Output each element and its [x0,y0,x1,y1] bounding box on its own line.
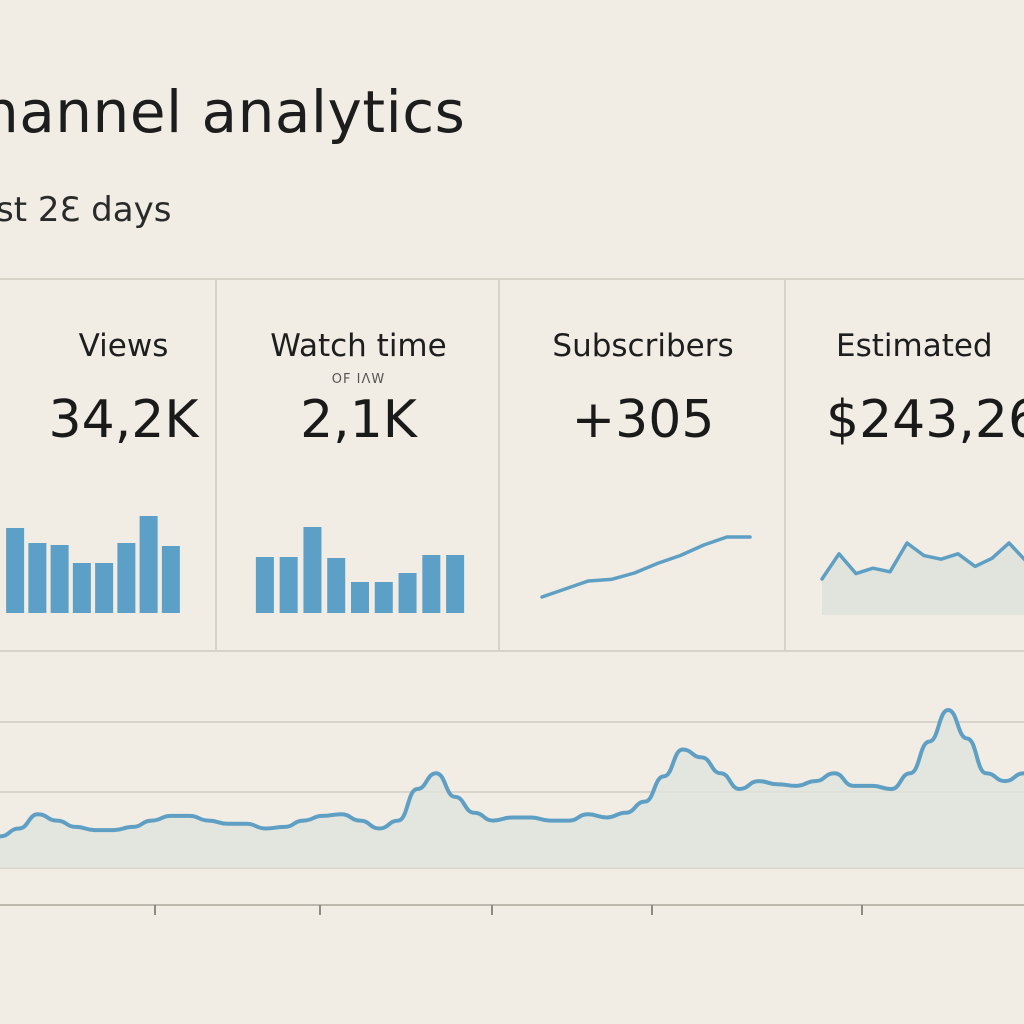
spark-bar [28,543,47,613]
estimated-revenue-label: Estimated [836,328,993,364]
subscribers-value: +305 [571,390,715,450]
watch-time-value: 2,1K [300,390,417,450]
page-subtitle: st 2Ɛ days [0,190,172,230]
spark-bar [6,528,25,613]
spark-bar [72,563,91,613]
views-card[interactable]: Views 34,2K [0,280,215,650]
subscribers-label: Subscribers [552,328,734,364]
spark-bar [422,555,441,613]
watch-time-sparkline [255,527,465,613]
main-line-chart [0,708,1024,915]
main-area-fill [0,710,1024,868]
spark-bar [327,558,346,613]
spark-line [820,541,1024,581]
subscribers-card[interactable]: Subscribers +305 [498,280,786,650]
spark-bar [374,582,393,613]
views-label: Views [78,328,169,364]
page-title: hannel analytics [0,78,466,146]
spark-bar [279,557,298,613]
spark-bar [446,555,465,613]
spark-bar [255,557,274,613]
spark-area [822,543,1024,615]
spark-bar [303,527,322,613]
spark-bar [398,573,417,613]
spark-bar [95,563,114,613]
views-value: 34,2K [48,390,199,450]
subscribers-sparkline [540,535,752,599]
watch-time-sublabel: OF IΛW [331,372,386,387]
spark-bar [117,543,136,613]
watch-time-label: Watch time [270,328,447,364]
main-series-line [0,708,1024,839]
watch-time-card[interactable]: Watch time OF IΛW 2,1K [215,280,500,650]
metric-cards: Views 34,2K Watch time OF IΛW 2,1K Subsc… [0,278,1024,652]
estimated-revenue-card[interactable]: Estimated $243,26 [784,280,1024,650]
spark-bar [351,582,369,613]
spark-line [540,535,752,599]
estimated-revenue-sparkline [820,541,1024,615]
spark-bar [139,516,158,613]
estimated-revenue-value: $243,26 [826,390,1024,450]
spark-bar [161,546,180,613]
spark-bar [50,545,69,613]
views-sparkline [6,516,180,613]
